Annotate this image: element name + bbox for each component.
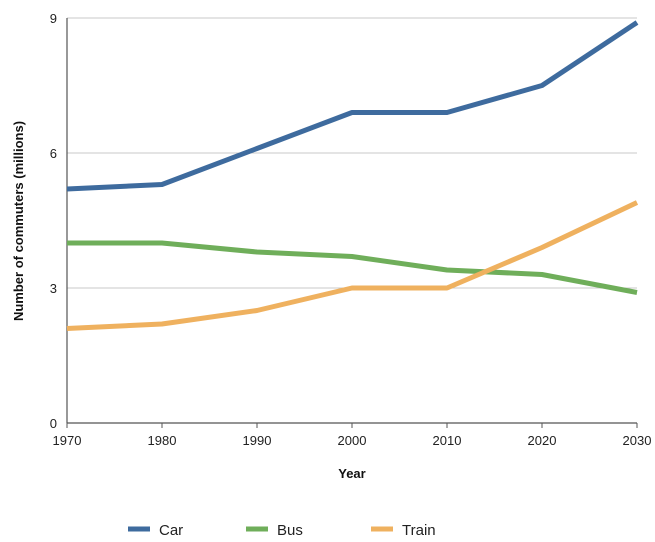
x-axis-title: Year <box>338 466 365 481</box>
series-line-car <box>66 20 639 192</box>
y-tick-labels: 0 3 6 9 <box>50 11 57 431</box>
gridlines <box>67 17 637 289</box>
y-tick-label: 3 <box>50 281 57 296</box>
x-tick-labels: 1970 1980 1990 2000 2010 2020 2030 <box>53 423 652 448</box>
x-tick-label: 1990 <box>243 433 272 448</box>
y-tick-label: 0 <box>50 416 57 431</box>
series-line-train <box>66 200 639 331</box>
x-tick-label: 2030 <box>623 433 652 448</box>
x-tick-label: 2000 <box>338 433 367 448</box>
x-tick-label: 1970 <box>53 433 82 448</box>
legend-item-car: Car <box>128 522 183 539</box>
legend-item-train: Train <box>371 522 436 539</box>
legend-item-bus: Bus <box>246 522 303 539</box>
x-tick-label: 1980 <box>148 433 177 448</box>
series-lines <box>66 20 639 331</box>
legend: Car Bus Train <box>128 522 436 539</box>
legend-label: Bus <box>277 522 303 539</box>
legend-label: Car <box>159 522 183 539</box>
legend-label: Train <box>402 522 436 539</box>
y-tick-label: 9 <box>50 11 57 26</box>
x-tick-label: 2010 <box>433 433 462 448</box>
series-line-bus <box>67 240 638 295</box>
x-tick-label: 2020 <box>528 433 557 448</box>
y-tick-label: 6 <box>50 146 57 161</box>
y-axis-title: Number of commuters (millions) <box>11 121 26 321</box>
